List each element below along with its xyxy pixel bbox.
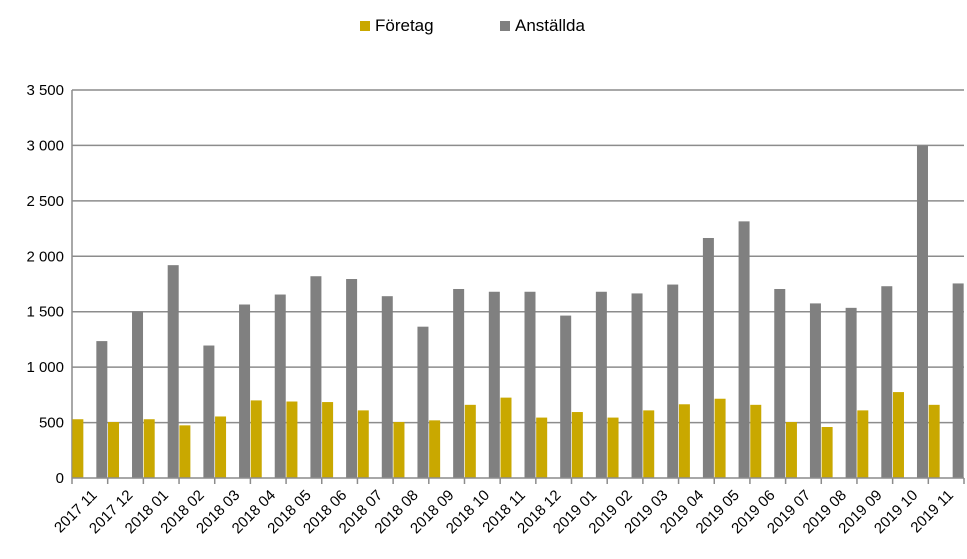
bar-anstallda: [488, 291, 500, 478]
bar-anstallda: [560, 315, 572, 478]
bar-foretag: [215, 416, 227, 478]
y-tick-label: 1 000: [26, 359, 64, 376]
bar-anstallda: [417, 326, 429, 478]
bar-foretag: [892, 392, 904, 478]
bar-anstallda: [167, 265, 179, 478]
bar-anstallda: [774, 288, 786, 478]
bar-anstallda: [381, 296, 393, 478]
bar-foretag: [607, 417, 619, 478]
bar-foretag: [571, 412, 583, 478]
bar-foretag: [785, 422, 797, 478]
y-tick-label: 3 000: [26, 137, 64, 154]
bar-anstallda: [952, 283, 964, 478]
bar-anstallda: [96, 341, 108, 478]
gridlines: [72, 89, 964, 424]
y-tick-label: 500: [39, 415, 64, 432]
bar-anstallda: [667, 284, 679, 478]
bar-anstallda: [881, 286, 893, 478]
bar-anstallda: [132, 311, 144, 478]
bar-foretag: [857, 410, 869, 478]
bar-anstallda: [310, 276, 322, 478]
bar-anstallda: [809, 303, 821, 478]
bar-foretag: [750, 404, 762, 478]
bar-anstallda: [524, 291, 536, 478]
bar-foretag: [286, 401, 298, 478]
bar-anstallda: [203, 345, 215, 478]
y-axis: 0 500 1 000 1 500 2 000 2 500 3 000 3 500: [26, 82, 73, 487]
bar-foretag: [108, 422, 120, 478]
bar-anstallda: [239, 304, 251, 478]
bar-foretag: [536, 417, 548, 478]
bar-foretag: [464, 404, 476, 478]
bar-foretag: [643, 410, 655, 478]
bar-foretag: [72, 419, 84, 478]
bar-foretag: [322, 402, 334, 478]
bar-foretag: [714, 398, 726, 478]
bar-foretag: [429, 420, 441, 478]
bar-foretag: [678, 404, 690, 478]
bar-foretag: [179, 425, 191, 478]
legend-swatch-anstallda: [500, 21, 510, 31]
bar-foretag: [928, 404, 940, 478]
y-tick-label: 2 500: [26, 193, 64, 210]
bar-foretag: [143, 419, 155, 478]
bars: [72, 145, 964, 478]
bar-foretag: [357, 410, 369, 478]
bar-anstallda: [702, 237, 714, 478]
bar-foretag: [393, 422, 405, 478]
bar-foretag: [500, 397, 512, 478]
legend-swatch-foretag: [360, 21, 370, 31]
bar-anstallda: [916, 145, 928, 478]
bar-anstallda: [738, 221, 750, 478]
legend-label-anstallda: Anställda: [515, 16, 585, 35]
bar-anstallda: [845, 307, 857, 478]
legend: Företag Anställda: [360, 16, 585, 35]
bar-anstallda: [453, 288, 465, 478]
bar-foretag: [250, 400, 262, 478]
y-tick-label: 0: [56, 470, 64, 487]
bar-anstallda: [274, 294, 286, 478]
bar-anstallda: [631, 293, 643, 478]
bar-anstallda: [595, 291, 607, 478]
legend-label-foretag: Företag: [375, 16, 434, 35]
bar-anstallda: [346, 279, 358, 478]
y-tick-label: 3 500: [26, 82, 64, 99]
bar-foretag: [821, 427, 833, 478]
y-tick-label: 2 000: [26, 248, 64, 265]
y-tick-label: 1 500: [26, 304, 64, 321]
